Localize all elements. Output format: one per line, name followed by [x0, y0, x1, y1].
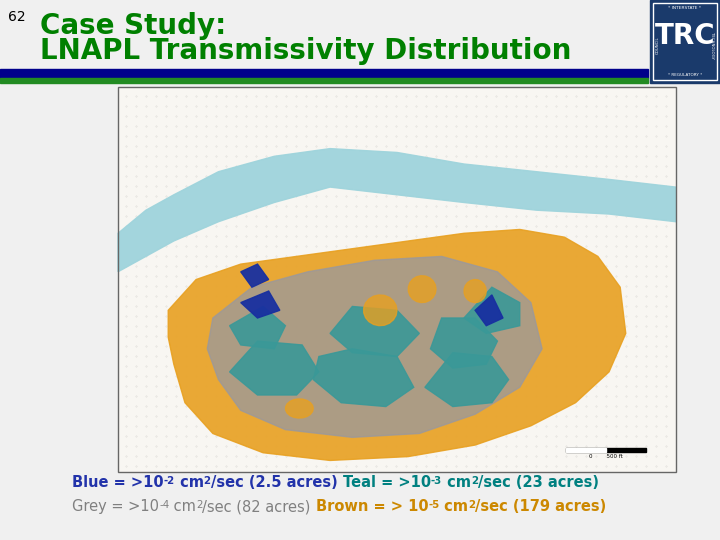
- Bar: [566, 448, 606, 452]
- Text: COUNCIL: COUNCIL: [656, 37, 660, 55]
- Bar: [0, 69, 648, 78]
- Text: Teal = >10: Teal = >10: [343, 475, 431, 490]
- Polygon shape: [286, 399, 313, 418]
- Text: Grey = >10: Grey = >10: [72, 499, 159, 514]
- Text: Brown = > 10: Brown = > 10: [315, 499, 428, 514]
- Polygon shape: [240, 264, 269, 287]
- Bar: [566, 448, 646, 452]
- Bar: [650, 0, 720, 83]
- Text: -5: -5: [428, 500, 439, 510]
- Text: cm: cm: [169, 499, 196, 514]
- Polygon shape: [464, 287, 520, 333]
- Text: cm: cm: [175, 475, 204, 490]
- Text: 2: 2: [196, 500, 202, 510]
- Polygon shape: [475, 295, 503, 326]
- Text: /sec (2.5 acres): /sec (2.5 acres): [211, 475, 343, 490]
- Text: 0        500 ft: 0 500 ft: [589, 454, 623, 459]
- Text: -2: -2: [163, 476, 175, 486]
- Polygon shape: [168, 230, 626, 461]
- Text: 2: 2: [204, 476, 211, 486]
- Bar: [653, 3, 717, 80]
- Text: /sec (179 acres): /sec (179 acres): [475, 499, 607, 514]
- Polygon shape: [230, 341, 319, 395]
- Text: -3: -3: [431, 476, 442, 486]
- Polygon shape: [408, 276, 436, 302]
- Text: -4: -4: [159, 500, 169, 510]
- Text: TECHNOLOGY: TECHNOLOGY: [710, 32, 714, 59]
- Text: cm: cm: [442, 475, 471, 490]
- Polygon shape: [364, 295, 397, 326]
- Text: /sec (82 acres): /sec (82 acres): [202, 499, 315, 514]
- Text: Case Study:: Case Study:: [40, 12, 226, 40]
- Text: cm: cm: [439, 499, 469, 514]
- Bar: [0, 78, 648, 83]
- Text: Blue = >10: Blue = >10: [72, 475, 163, 490]
- Polygon shape: [240, 291, 280, 318]
- Bar: [118, 87, 676, 472]
- Text: * REGULATORY *: * REGULATORY *: [668, 73, 702, 77]
- Text: 2: 2: [469, 500, 475, 510]
- Polygon shape: [464, 280, 486, 302]
- Polygon shape: [313, 349, 414, 407]
- Polygon shape: [330, 306, 419, 356]
- Polygon shape: [207, 256, 542, 437]
- Text: LNAPL Transmissivity Distribution: LNAPL Transmissivity Distribution: [40, 37, 572, 65]
- Text: 2: 2: [471, 476, 478, 486]
- Polygon shape: [230, 306, 285, 349]
- Text: /sec (23 acres): /sec (23 acres): [478, 475, 599, 490]
- Polygon shape: [431, 318, 498, 368]
- Bar: [118, 87, 676, 472]
- Polygon shape: [425, 353, 508, 407]
- Text: TRC: TRC: [654, 22, 715, 50]
- Text: * INTERSTATE *: * INTERSTATE *: [668, 6, 701, 10]
- Polygon shape: [118, 148, 676, 272]
- Text: 62: 62: [8, 10, 26, 24]
